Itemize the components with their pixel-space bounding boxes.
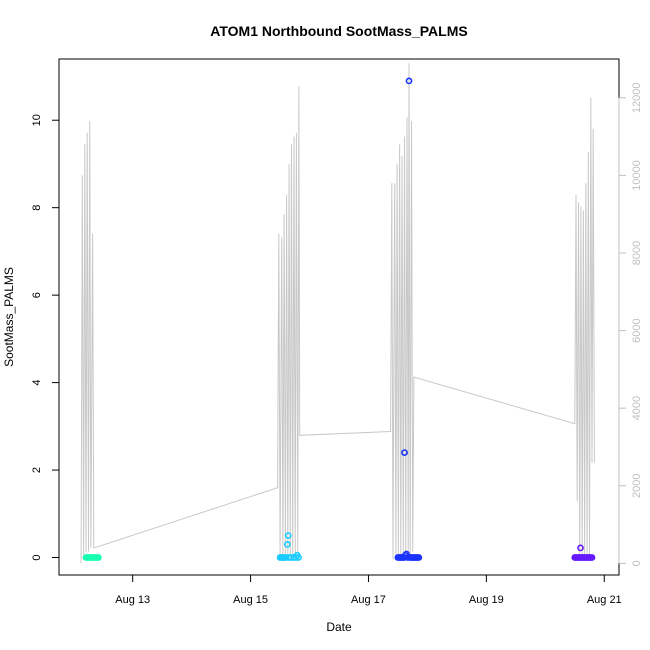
y2-tick-label: 6000 xyxy=(631,318,643,342)
y2-tick-label: 12000 xyxy=(631,83,643,114)
data-point xyxy=(401,449,408,456)
data-points-group xyxy=(82,77,596,561)
data-point xyxy=(284,532,292,539)
x-axis: Aug 13 Aug 15 Aug 17 Aug 19 Aug 21 xyxy=(115,574,622,606)
y2-tick-label: 0 xyxy=(631,560,643,566)
data-point xyxy=(283,541,291,548)
y-tick-label: 4 xyxy=(31,380,43,386)
x-tick-label: Aug 15 xyxy=(233,594,268,606)
data-point xyxy=(405,77,413,85)
y2-tick-label: 8000 xyxy=(631,241,643,265)
y-tick-label: 10 xyxy=(31,114,43,126)
secondary-series-line xyxy=(80,62,595,564)
y-tick-label: 8 xyxy=(31,205,43,211)
y-tick-label: 2 xyxy=(31,467,43,473)
y2-tick-label: 2000 xyxy=(631,474,643,498)
data-point xyxy=(577,544,584,552)
y-axis-right: 0 2000 4000 6000 8000 10000 12000 xyxy=(618,83,643,566)
x-tick-label: Aug 19 xyxy=(469,594,504,606)
x-tick-label: Aug 21 xyxy=(587,594,622,606)
x-tick-label: Aug 17 xyxy=(351,594,386,606)
y-tick-label: 6 xyxy=(31,292,43,298)
y-tick-label: 0 xyxy=(31,554,43,560)
y-axis-label: SootMass_PALMS xyxy=(2,267,16,367)
data-point xyxy=(588,554,596,561)
data-point xyxy=(94,554,102,561)
data-point xyxy=(415,554,423,561)
plot-frame xyxy=(58,58,620,576)
y2-tick-label: 10000 xyxy=(631,160,643,191)
data-point xyxy=(295,554,302,561)
chart-title: ATOM1 Northbound SootMass_PALMS xyxy=(210,23,467,39)
y-axis-left: 0 2 4 6 8 10 xyxy=(31,114,60,561)
y2-tick-label: 4000 xyxy=(631,396,643,420)
x-tick-label: Aug 13 xyxy=(115,594,150,606)
x-axis-label: Date xyxy=(326,620,352,634)
data-point xyxy=(403,550,410,558)
secondary-series-line-group xyxy=(80,62,595,564)
